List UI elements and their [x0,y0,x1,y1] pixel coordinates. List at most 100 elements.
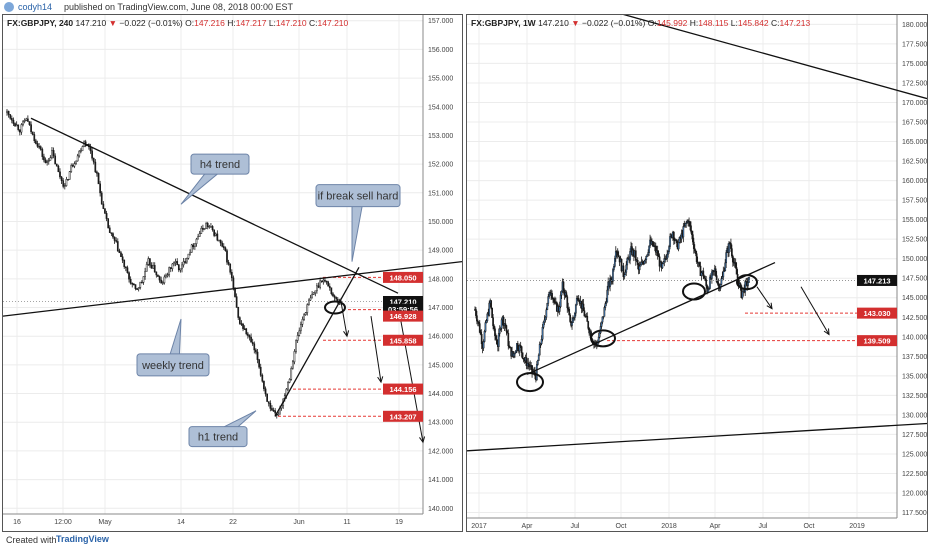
candle-body [488,302,491,316]
candle-body [496,338,498,345]
footer: Created with TradingView [0,530,932,550]
candle-body [613,266,615,270]
candle-body [734,262,737,268]
candle-body [495,335,497,340]
x-tick-label: 2018 [661,523,677,530]
candle-body [560,290,563,296]
price-tag [383,334,423,346]
candle-body [603,307,606,317]
candle-body [213,229,215,236]
candle-body [139,281,142,288]
candle-body [702,270,705,277]
candle-body [541,326,544,340]
candle-body [18,129,21,133]
candle-body [728,242,730,253]
candle-body [133,283,135,286]
candle-body [543,319,546,323]
candle-body [23,120,26,122]
candle-body [216,233,219,241]
candle-body [259,366,262,376]
candle-body [319,280,321,288]
y-tick-label: 155.000 [428,76,453,83]
candle-body [546,302,549,311]
candle-body [92,157,95,163]
candle-body [157,274,159,277]
user-avatar[interactable] [4,2,14,12]
candle-body [6,110,8,113]
candle-body [256,351,259,360]
y-tick-label: 152.000 [428,162,453,169]
candle-body [174,261,177,263]
candle-body [238,317,241,324]
candle-body [81,146,84,152]
candle-body [669,236,671,247]
chart-panel-weekly[interactable]: FX:GBPJPY, 1W 147.210 ▼ −0.022 (−0.01%) … [466,14,928,532]
chart-panel-4h[interactable]: FX:GBPJPY, 240 147.210 ▼ −0.022 (−0.01%)… [2,14,463,532]
chart-plot-weekly[interactable]: 117.500 120.000 122.500 125.000 127.500 130.0… [467,15,927,531]
candle-body [169,267,172,269]
candle-body [251,341,254,345]
candle-body [566,296,569,309]
candle-body [711,271,713,279]
candle-body [43,156,45,161]
candle-body [73,163,76,167]
y-tick-label: 160.000 [902,178,927,185]
price-tag-label: 148.050 [389,273,416,282]
candle-body [277,413,280,416]
y-tick-label: 140.000 [428,506,453,513]
candle-body [668,246,670,252]
candle-body [108,227,111,233]
candle-body [171,263,174,269]
candle-body [308,299,310,305]
candle-body [696,261,699,264]
candle-body [33,134,36,142]
price-tag-label: 139.509 [863,337,890,346]
tradingview-logo[interactable]: TradingView [56,534,109,544]
candle-body [544,316,547,321]
candle-body [312,292,315,295]
price-tag-label: 143.030 [863,309,890,318]
candle-body [559,294,562,307]
y-tick-label: 117.500 [902,510,927,517]
legend-last: 147.210 [75,18,107,28]
legend-high: 148.115 [698,18,729,28]
x-tick-label: Oct [616,523,627,530]
y-tick-label: 130.000 [902,412,927,419]
price-tag [383,410,423,422]
candle-body [36,143,39,147]
candle-body [515,350,517,354]
candle-body [189,252,191,255]
chart-plot-4h[interactable]: 140.000 141.000 142.000 143.000 144.000 145.0… [3,15,462,531]
candle-body [672,232,675,241]
candle-body [205,223,207,229]
symbol-legend-weekly: FX:GBPJPY, 1W 147.210 ▼ −0.022 (−0.01%) … [471,18,810,28]
y-tick-label: 148.000 [428,276,453,283]
candle-body [269,402,272,409]
candle-body [194,243,196,248]
legend-low: 145.842 [737,18,769,28]
candle-body [634,250,637,261]
candle-body [574,304,577,314]
candle-body [693,248,696,252]
candle-body [314,290,317,294]
candle-body [306,304,309,313]
candle-body [57,165,60,173]
candle-body [478,323,481,333]
y-tick-label: 135.000 [902,373,927,380]
candle-body [100,192,103,205]
candle-body [126,267,129,273]
candle-body [623,274,626,278]
x-tick-label: 2019 [849,523,865,530]
candle-body [714,268,717,276]
candle-body [492,317,494,327]
candle-body [224,247,227,251]
candle-body [717,283,720,287]
publisher-username[interactable]: codyh14 [18,2,53,12]
candle-body [486,313,489,321]
candle-body [237,307,240,318]
candle-body [144,271,146,277]
candle-body [263,380,265,390]
arrow-line [756,286,773,309]
candle-body [700,272,703,277]
price-tag-label: 146.928 [389,312,416,321]
